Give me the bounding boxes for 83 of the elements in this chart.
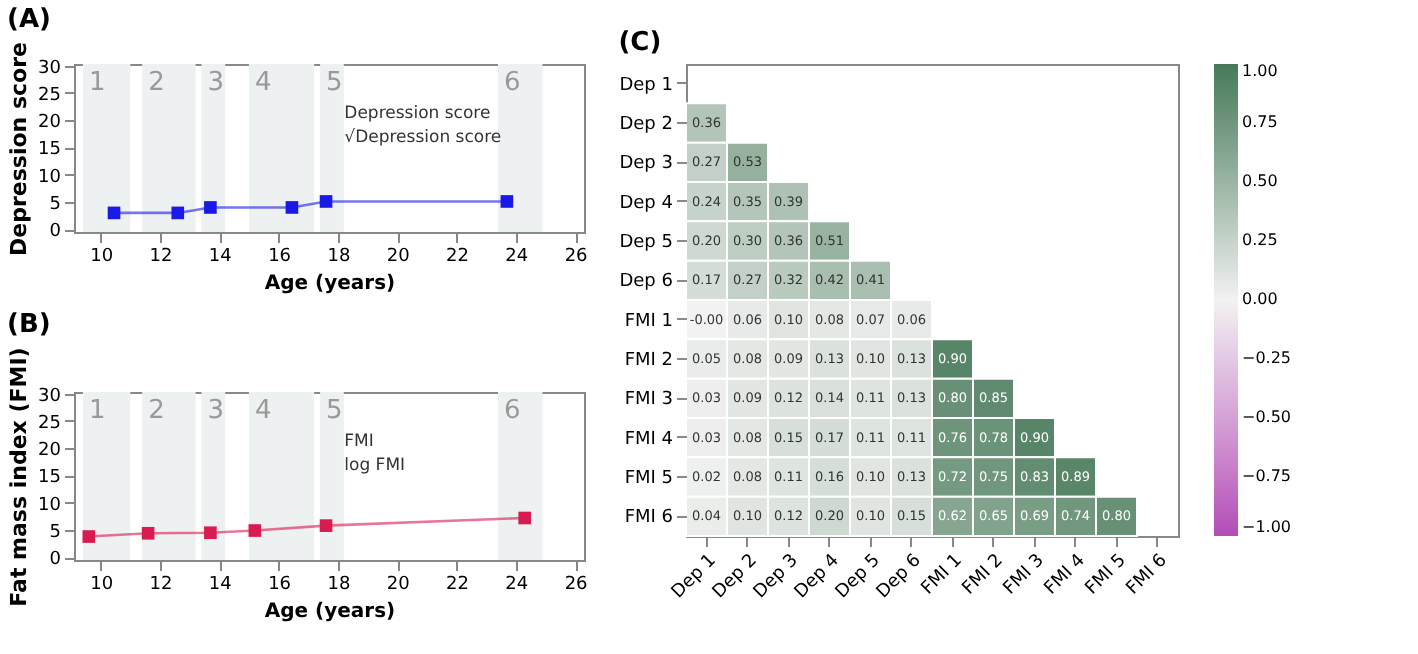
y-tick-label: Dep 3 xyxy=(619,154,673,175)
y-tick-label: FMI 3 xyxy=(624,390,673,411)
y-tick-label: Dep 2 xyxy=(619,115,673,135)
band-label: 4 xyxy=(254,68,272,98)
x-tick-label: FMI 6 xyxy=(1123,550,1173,600)
point xyxy=(319,519,333,532)
point xyxy=(518,511,532,525)
band-label: 2 xyxy=(148,396,165,426)
y-tick-label: Dep 6 xyxy=(619,272,674,293)
color-bar-label: 0.25 xyxy=(1242,231,1278,249)
color-bar-label: 0.00 xyxy=(1242,290,1278,308)
y-tick-label: 10 xyxy=(38,495,62,516)
annotation: Depression score xyxy=(344,104,491,124)
x-tick-label: 18 xyxy=(327,247,351,267)
chart-title: (B) xyxy=(7,310,51,341)
x-tick-label: 14 xyxy=(208,575,233,595)
annotation: √Depression score xyxy=(344,128,502,148)
point xyxy=(82,530,96,543)
y-axis-title: Depression score xyxy=(6,42,33,256)
y-tick-label: FMI 4 xyxy=(624,429,674,450)
y-tick-label: 5 xyxy=(49,523,61,543)
y-tick-label: 15 xyxy=(38,468,61,489)
band-label: 2 xyxy=(148,68,165,98)
y-tick-label: FMI 2 xyxy=(624,351,673,371)
x-tick-label: 20 xyxy=(386,247,411,267)
x-tick-label: 10 xyxy=(90,575,114,595)
x-tick-label: 16 xyxy=(268,575,292,595)
band-label: 1 xyxy=(88,68,106,98)
y-tick-label: 0 xyxy=(49,550,62,571)
y-tick-label: 20 xyxy=(38,441,62,462)
x-tick-label: 12 xyxy=(149,247,173,267)
y-tick-label: FMI 1 xyxy=(624,311,673,332)
y-tick-label: 10 xyxy=(38,167,62,188)
x-tick-label: 20 xyxy=(386,575,411,595)
x-tick-label: 24 xyxy=(505,247,529,267)
x-tick-label: 10 xyxy=(90,247,114,267)
y-tick-label: Dep 4 xyxy=(619,193,674,214)
y-tick-label: 25 xyxy=(38,85,61,106)
point xyxy=(141,526,155,540)
color-bar-label: 0.50 xyxy=(1242,172,1278,190)
y-tick-label: 15 xyxy=(38,140,61,161)
band-label: 3 xyxy=(207,68,225,98)
y-tick-label: 25 xyxy=(38,413,61,434)
x-axis-title: Age (years) xyxy=(264,601,396,623)
chart-title: (A) xyxy=(7,5,51,36)
color-bar-label: −0.25 xyxy=(1242,349,1292,367)
x-tick-label: 16 xyxy=(268,247,292,267)
annotation: log FMI xyxy=(344,456,406,476)
y-tick-label: FMI 5 xyxy=(624,469,673,489)
chart-title: (C) xyxy=(618,28,662,58)
band-label: 6 xyxy=(504,68,521,98)
y-axis-title: Fat mass index (FMI) xyxy=(6,347,33,607)
y-tick-label: 20 xyxy=(38,113,62,134)
x-tick-label: 14 xyxy=(208,247,233,267)
y-tick-label: 30 xyxy=(38,58,62,79)
color-bar-label: 1.00 xyxy=(1242,62,1278,80)
color-bar-label: −0.50 xyxy=(1242,408,1292,426)
band-label: 6 xyxy=(504,396,521,426)
x-tick-label: 24 xyxy=(505,575,529,595)
x-tick-label: 12 xyxy=(149,575,173,595)
x-tick-label: 18 xyxy=(327,575,351,595)
band-label: 4 xyxy=(254,396,272,426)
y-tick-label: Dep 5 xyxy=(619,233,673,253)
x-axis-title: Age (years) xyxy=(264,273,396,295)
x-tick-label: 26 xyxy=(564,247,589,267)
color-bar-label: 0.75 xyxy=(1242,113,1278,131)
x-tick-label: 22 xyxy=(446,575,469,595)
x-tick-label: 26 xyxy=(564,575,589,595)
point xyxy=(248,524,262,537)
y-tick-label: 0 xyxy=(49,222,62,243)
color-bar-label: −0.75 xyxy=(1242,467,1292,485)
band-label: 5 xyxy=(326,396,343,426)
band-label: 5 xyxy=(326,68,343,98)
y-tick-label: 30 xyxy=(38,386,62,407)
annotation: FMI xyxy=(344,432,374,452)
y-tick-label: 5 xyxy=(49,195,61,215)
x-tick-label: 22 xyxy=(446,247,469,267)
point xyxy=(204,526,217,540)
band-label: 3 xyxy=(207,396,225,426)
band-label: 1 xyxy=(88,396,106,426)
y-tick-label: Dep 1 xyxy=(619,75,673,96)
y-tick-label: FMI 6 xyxy=(624,508,674,529)
color-bar-label: −1.00 xyxy=(1242,518,1292,536)
